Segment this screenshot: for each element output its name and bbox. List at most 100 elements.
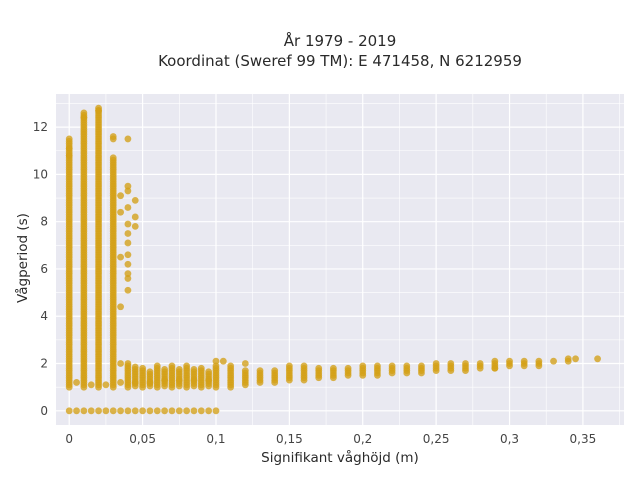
data-point [168, 362, 176, 370]
x-tick-label: 0,3 [500, 432, 519, 446]
data-point [95, 407, 102, 415]
data-point [131, 379, 139, 386]
data-point [117, 192, 124, 200]
data-point [117, 360, 124, 367]
data-point [256, 367, 264, 375]
data-point [131, 196, 139, 204]
x-tick-label: 0,25 [423, 432, 450, 446]
data-point [117, 253, 124, 261]
y-tick-label: 12 [33, 120, 48, 134]
data-point [124, 204, 132, 211]
data-point [205, 368, 213, 376]
x-axis-label: Signifikant våghöjd (m) [261, 449, 419, 466]
data-point [403, 362, 411, 370]
data-point [124, 230, 132, 237]
data-point [139, 407, 146, 415]
data-point [124, 360, 132, 367]
data-point [329, 364, 337, 372]
data-point [212, 407, 220, 415]
data-point [491, 364, 499, 372]
data-point [315, 364, 323, 372]
data-point [491, 357, 499, 365]
x-tick-label: 0,05 [129, 432, 156, 446]
data-point [65, 407, 73, 415]
x-tick-label: 0,15 [276, 432, 303, 446]
data-point [102, 407, 110, 415]
data-point [300, 362, 308, 370]
y-axis-label: Vågperiod (s) [14, 213, 31, 303]
data-point [572, 355, 579, 363]
data-point [131, 213, 139, 221]
data-point [139, 364, 146, 372]
data-point [87, 381, 95, 389]
data-point [418, 362, 425, 370]
y-tick-label: 4 [40, 309, 48, 323]
data-point [73, 379, 80, 386]
y-axis-ticks: 0 2 4 6 8 10 12 [33, 120, 48, 418]
data-point [124, 407, 132, 415]
data-point [432, 360, 440, 367]
data-point [388, 362, 396, 370]
data-point [146, 379, 154, 386]
data-point [161, 376, 169, 384]
x-tick-label: 0 [65, 432, 73, 446]
data-point [183, 407, 191, 415]
data-point [124, 220, 132, 228]
data-point [447, 360, 455, 367]
data-point [175, 376, 183, 384]
data-point [190, 366, 198, 373]
data-point [359, 362, 367, 370]
data-point [535, 357, 543, 365]
data-point [520, 357, 528, 365]
data-point [131, 363, 139, 371]
data-point [205, 376, 213, 384]
data-point [476, 360, 484, 367]
data-point [161, 407, 169, 415]
data-point [117, 379, 124, 386]
data-point [146, 407, 154, 415]
data-point [124, 270, 132, 278]
data-point [65, 152, 73, 159]
data-point [87, 407, 95, 415]
data-point [374, 362, 381, 370]
data-point [594, 355, 601, 363]
data-point [124, 260, 132, 268]
data-point [95, 107, 102, 114]
data-point [227, 362, 235, 370]
data-point [124, 135, 132, 143]
y-tick-label: 8 [40, 215, 48, 229]
data-point [153, 362, 161, 370]
data-point [117, 208, 124, 216]
data-point [462, 360, 469, 367]
data-point [183, 362, 191, 370]
chart-title-line2: Koordinat (Sweref 99 TM): E 471458, N 62… [158, 52, 522, 70]
data-point [197, 407, 205, 415]
x-tick-label: 0,35 [570, 432, 597, 446]
y-tick-label: 10 [33, 167, 48, 181]
data-point [564, 355, 572, 363]
data-point [219, 357, 227, 365]
data-point [117, 407, 124, 415]
data-point [146, 368, 154, 376]
x-tick-label: 0,2 [353, 432, 372, 446]
data-point [175, 407, 183, 415]
data-point [124, 275, 132, 282]
data-point [65, 135, 73, 143]
data-point [109, 154, 117, 162]
data-point [109, 407, 117, 415]
data-point [205, 407, 213, 415]
data-point [117, 303, 124, 311]
data-point [161, 366, 169, 373]
data-points [65, 104, 601, 415]
data-point [550, 357, 557, 365]
data-point [124, 286, 132, 294]
data-point [73, 407, 80, 415]
data-point [506, 357, 513, 365]
y-tick-label: 6 [40, 262, 48, 276]
x-axis-ticks: 0 0,05 0,1 0,15 0,2 0,25 0,3 0,35 [65, 432, 596, 446]
data-point [241, 360, 249, 367]
data-point [212, 362, 220, 370]
y-tick-label: 0 [40, 404, 48, 418]
data-point [197, 364, 205, 372]
